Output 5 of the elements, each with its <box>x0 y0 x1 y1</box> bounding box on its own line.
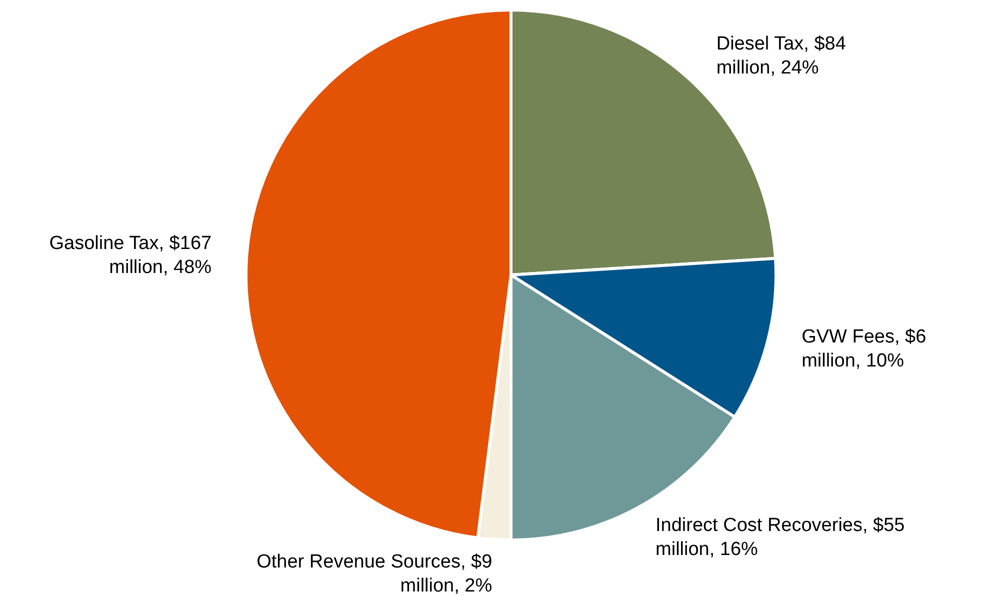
slice-label: Gasoline Tax <box>49 233 159 254</box>
slice-label: Indirect Cost Recoveries <box>656 514 862 536</box>
slice-label: Other Revenue Sources <box>256 551 460 572</box>
slice-label: Diesel Tax <box>716 33 804 54</box>
slice-label: GVW Fees <box>802 326 894 348</box>
